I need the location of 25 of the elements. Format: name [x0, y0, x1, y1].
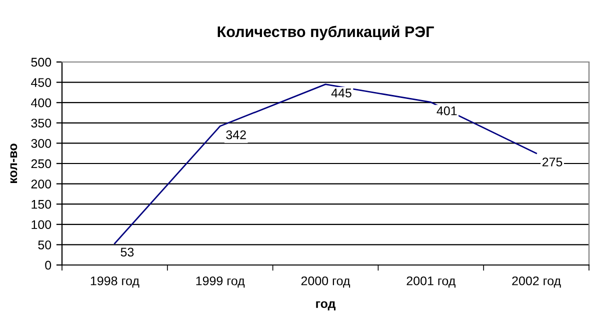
y-tick-label: 250: [31, 159, 52, 168]
x-tick-label: 2000 год: [301, 276, 350, 288]
data-label: 275: [542, 158, 562, 166]
data-label: 342: [226, 130, 246, 140]
data-label: 53: [120, 248, 134, 257]
y-tick-label: 300: [31, 139, 52, 148]
data-label: 445: [331, 88, 352, 98]
y-tick-label: 200: [31, 180, 52, 188]
chart-title: Количество публикаций РЭГ: [218, 26, 434, 40]
x-tick-label: 2001 год: [406, 276, 456, 288]
y-tick-label: 0: [45, 260, 52, 270]
x-axis-title: год: [316, 301, 336, 310]
y-tick-label: 100: [32, 220, 52, 230]
y-tick-label: 350: [31, 118, 52, 128]
y-tick-label: 150: [32, 200, 52, 209]
x-tick-label: 2002 год: [512, 276, 561, 288]
data-label: 401: [436, 106, 457, 116]
x-tick-label: 1999 год: [196, 276, 245, 288]
x-tick-label: 1998 год: [90, 276, 140, 288]
y-tick-label: 500: [31, 58, 52, 67]
y-tick-label: 450: [31, 78, 52, 87]
y-tick-label: 50: [38, 240, 52, 250]
line-series: [114, 84, 537, 244]
y-tick-label: 400: [31, 98, 52, 108]
y-axis-title: кол-во: [10, 144, 18, 183]
